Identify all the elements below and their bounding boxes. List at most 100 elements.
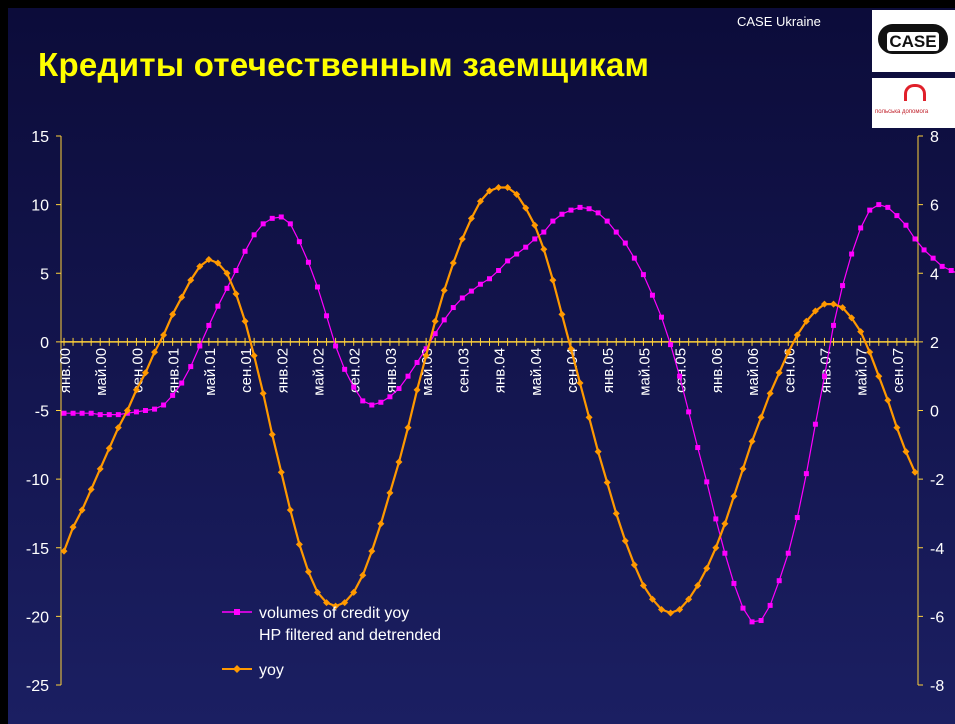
series-1-point bbox=[161, 402, 167, 408]
x-tick-label: сен.01 bbox=[238, 348, 255, 393]
series-1-point bbox=[324, 313, 330, 319]
series-1-point bbox=[604, 218, 610, 224]
series-2-point bbox=[422, 352, 430, 360]
series-1-point bbox=[568, 207, 574, 213]
chart-axes: 15 10 5 0 -5 -10 -15 -20 -25 8 6 4 2 0 -2 -4 -6 -8 bbox=[26, 129, 944, 695]
series-2-point bbox=[151, 348, 159, 356]
series-1-point bbox=[903, 222, 909, 228]
x-tick-label: май.07 bbox=[854, 348, 871, 396]
series-1-point bbox=[532, 236, 538, 242]
right-tick-label: 0 bbox=[930, 404, 939, 421]
series-1-point bbox=[61, 410, 67, 416]
series-2-point bbox=[277, 468, 285, 476]
slide-background bbox=[8, 8, 955, 724]
series-1-point bbox=[179, 380, 185, 386]
series-1-point bbox=[668, 342, 674, 348]
series-2-point bbox=[884, 396, 892, 404]
case-logo-text: CASE bbox=[887, 32, 939, 51]
case-logo: CASE bbox=[872, 10, 955, 72]
series-2-point bbox=[123, 407, 131, 414]
series-2-point bbox=[504, 183, 512, 191]
series-2-point bbox=[630, 561, 638, 569]
series-1-point bbox=[812, 421, 818, 427]
series-1-point bbox=[731, 580, 737, 586]
series-1-point bbox=[441, 317, 447, 323]
series-1-point bbox=[152, 406, 158, 412]
series-1-point bbox=[586, 206, 592, 212]
polish-aid-logo: польська допомога bbox=[872, 78, 955, 128]
x-tick-label: сен.04 bbox=[564, 348, 581, 393]
series-1-point bbox=[378, 399, 384, 405]
series-1-point bbox=[695, 445, 701, 451]
x-tick-label: май.02 bbox=[310, 348, 327, 396]
left-tick-label: -25 bbox=[26, 678, 49, 695]
x-tick-label: май.01 bbox=[202, 348, 219, 396]
series-2-point bbox=[114, 424, 122, 432]
series-1-point bbox=[97, 412, 103, 418]
series-2-point bbox=[304, 568, 312, 576]
series-2-point bbox=[658, 606, 666, 614]
series-2-point bbox=[359, 571, 367, 579]
series-1-point bbox=[749, 619, 755, 625]
x-tick-label: сен.00 bbox=[129, 348, 146, 393]
series-2-point bbox=[802, 317, 810, 325]
series-2-point bbox=[549, 276, 557, 284]
series-2-point bbox=[141, 369, 149, 377]
series-1-point bbox=[88, 410, 94, 416]
series-2-point bbox=[648, 595, 656, 603]
series-2-point bbox=[739, 465, 747, 473]
x-tick-label: янв.00 bbox=[57, 348, 74, 393]
series-2-point bbox=[341, 599, 349, 607]
series-2-point bbox=[567, 345, 575, 353]
series-1-point bbox=[369, 402, 375, 408]
x-tick-label: май.06 bbox=[745, 348, 762, 396]
series-1-point bbox=[387, 394, 393, 400]
series-2-point bbox=[458, 235, 466, 243]
series-1-point bbox=[514, 251, 520, 257]
series-1-point bbox=[912, 236, 918, 242]
series-2-point bbox=[132, 386, 140, 394]
series-2-point bbox=[667, 609, 675, 617]
right-tick-label: -8 bbox=[930, 678, 944, 695]
series-2-point bbox=[703, 564, 711, 572]
series-1-point bbox=[314, 284, 320, 290]
series-2-point bbox=[793, 331, 801, 339]
series-1-point bbox=[269, 215, 275, 221]
series-1-point bbox=[233, 268, 239, 274]
x-tick-label: сен.05 bbox=[673, 348, 690, 393]
series-1-point bbox=[251, 232, 257, 238]
series-2-point bbox=[784, 348, 792, 356]
series-1-point bbox=[876, 202, 882, 208]
x-tick-label: янв.06 bbox=[709, 348, 726, 393]
series-1-point bbox=[559, 211, 565, 217]
series-2-point bbox=[259, 389, 267, 397]
series-2-point bbox=[830, 300, 838, 308]
right-tick-label: 4 bbox=[930, 266, 939, 283]
series-line-2 bbox=[62, 186, 917, 615]
series-1-point bbox=[287, 221, 293, 227]
x-tick-label: май.05 bbox=[636, 348, 653, 396]
series-1-point bbox=[858, 225, 864, 231]
series-2-point bbox=[875, 372, 883, 380]
series-2-point bbox=[205, 256, 213, 264]
series-1-point bbox=[821, 373, 827, 379]
series-1-point bbox=[704, 479, 710, 485]
polish-aid-caption: польська допомога bbox=[875, 109, 929, 115]
series-1-point bbox=[505, 258, 511, 264]
right-tick-label: 2 bbox=[930, 335, 939, 352]
legend-label-2: yoy bbox=[259, 662, 284, 679]
series-2-point bbox=[576, 379, 584, 387]
series-1-point bbox=[840, 283, 846, 289]
series-1-point bbox=[613, 229, 619, 235]
series-2-point bbox=[87, 485, 95, 493]
series-1-point bbox=[260, 221, 266, 227]
series-1-point bbox=[296, 239, 302, 245]
series-1-point bbox=[333, 343, 339, 349]
series-1-point bbox=[450, 305, 456, 311]
series-1-point bbox=[794, 515, 800, 521]
series-1-point bbox=[423, 346, 429, 352]
x-tick-label: янв.01 bbox=[166, 348, 183, 393]
series-1-point bbox=[622, 240, 628, 246]
series-2-point bbox=[431, 317, 439, 325]
series-2-point bbox=[105, 444, 113, 452]
